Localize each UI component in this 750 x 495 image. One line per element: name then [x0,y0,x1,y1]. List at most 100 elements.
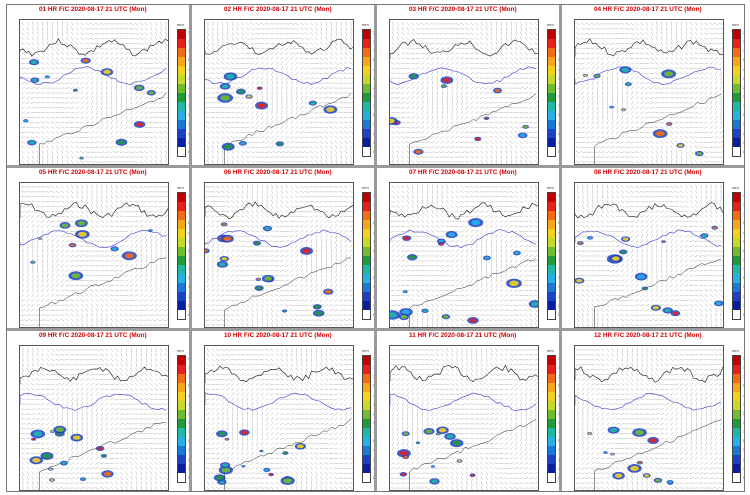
colorbar-swatch [733,238,740,247]
colorbar-swatch [363,374,370,383]
colorbar-label: 70 [188,49,189,53]
colorbar-label: 50 [743,58,744,62]
panel-header: 04 HR F/C 2020-08-17 21 UTC (Mon) [564,6,742,18]
forecast-map [389,19,539,165]
colorbar-swatch [548,437,555,446]
precip-colorbar [547,355,556,483]
colorbar-label: 1 [188,141,189,145]
colorbar-swatch [363,147,370,156]
panel-title: 01 HR F/C 2020-08-17 21 UTC (Mon) [39,6,147,13]
forecast-panel: 05 HR F/C 2020-08-17 21 UTC (Mon)mm15010… [7,168,189,328]
colorbar-label: 50 [743,384,744,388]
colorbar-label: 20 [188,86,189,90]
colorbar-label: 1 [743,141,744,145]
colorbar-label: 5 [188,113,189,117]
colorbar-label: 2 [743,132,744,136]
colorbar-label: 10 [558,104,559,108]
colorbar-swatch [178,310,185,319]
colorbar-swatch [178,283,185,292]
colorbar-label: 0.5 [558,476,559,480]
colorbar-swatch [733,274,740,283]
colorbar-label: 0.5 [373,150,374,154]
colorbar-label: 15 [373,258,374,262]
colorbar-label: 70 [373,375,374,379]
panel-header: 08 HR F/C 2020-08-17 21 UTC (Mon) [564,169,742,181]
colorbar-swatch [363,464,370,473]
colorbar-swatch [178,229,185,238]
colorbar-swatch [733,365,740,374]
colorbar-label: 50 [373,58,374,62]
colorbar-swatch [548,401,555,410]
forecast-panel: 06 HR F/C 2020-08-17 21 UTC (Mon)mm15010… [192,168,374,328]
colorbar-label: 1 [373,141,374,145]
colorbar-swatch [733,229,740,238]
colorbar-label: 2 [373,458,374,462]
colorbar-label: 40 [373,231,374,235]
precip-colorbar [177,355,186,483]
colorbar-label: 30 [558,403,559,407]
colorbar-unit: mm [362,185,369,190]
colorbar-unit: mm [732,185,739,190]
colorbar-swatch [548,102,555,111]
colorbar-swatch [178,274,185,283]
colorbar-unit: mm [732,22,739,27]
colorbar-swatch [733,202,740,211]
colorbar-label: 50 [558,384,559,388]
colorbar-swatch [733,392,740,401]
colorbar-label: 20 [558,412,559,416]
colorbar-swatch [733,39,740,48]
colorbar-swatch [363,238,370,247]
colorbar-label: 0.5 [188,150,189,154]
colorbar-swatch [548,193,555,202]
colorbar-swatch [548,455,555,464]
colorbar-label: 20 [188,249,189,253]
colorbar-label: 150 [558,31,559,35]
colorbar-swatch [363,383,370,392]
colorbar-label: 70 [373,49,374,53]
colorbar-swatch [363,392,370,401]
colorbar-swatch [548,301,555,310]
colorbar-label: 10 [373,104,374,108]
colorbar-swatch [178,247,185,256]
colorbar-swatch [548,428,555,437]
colorbar-swatch [363,138,370,147]
colorbar-swatch [363,129,370,138]
colorbar-label: 1 [743,467,744,471]
colorbar-label: 100 [558,366,559,370]
colorbar-label: 0.5 [373,313,374,317]
panel-title: 10 HR F/C 2020-08-17 21 UTC (Mon) [224,332,332,339]
colorbar-swatch [733,446,740,455]
colorbar-label: 15 [188,95,189,99]
precip-colorbar [732,192,741,320]
forecast-map [574,19,724,165]
colorbar-label: 150 [188,194,189,198]
colorbar-label: 2 [188,458,189,462]
colorbar-label: 0.5 [743,313,744,317]
forecast-map [204,345,354,491]
colorbar-swatch [733,265,740,274]
colorbar-label: 1 [373,467,374,471]
colorbar-swatch [363,419,370,428]
colorbar-unit: mm [547,348,554,353]
colorbar-swatch [733,401,740,410]
colorbar-swatch [178,365,185,374]
colorbar-label: 150 [373,194,374,198]
colorbar-swatch [733,120,740,129]
colorbar-label: 0.5 [373,476,374,480]
colorbar-label: 2 [558,132,559,136]
colorbar-label: 5 [743,113,744,117]
colorbar-swatch [548,229,555,238]
colorbar-label: 0.5 [188,313,189,317]
colorbar-label: 0.5 [743,150,744,154]
colorbar-label: 10 [558,267,559,271]
panel-header: 12 HR F/C 2020-08-17 21 UTC (Mon) [564,332,742,344]
colorbar-swatch [178,147,185,156]
colorbar-swatch [548,120,555,129]
colorbar-label: 40 [743,394,744,398]
colorbar-label: 30 [373,240,374,244]
forecast-panel-grid: 01 HR F/C 2020-08-17 21 UTC (Mon)mm15010… [6,4,745,492]
colorbar-swatch [733,310,740,319]
colorbar-label: 100 [743,203,744,207]
colorbar-swatch [363,365,370,374]
colorbar-label: 30 [188,77,189,81]
